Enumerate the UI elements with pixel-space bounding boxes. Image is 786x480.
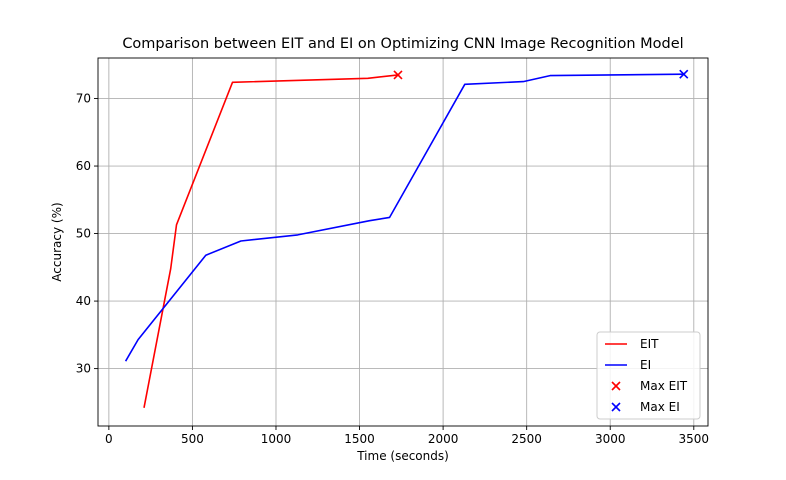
- legend: EIT EI Max EIT Max EI: [596, 331, 701, 420]
- legend-label: Max EI: [640, 400, 680, 414]
- y-tick-label: 60: [76, 159, 91, 173]
- series-line-eit: [143, 74, 399, 408]
- plot-frame: [97, 57, 709, 427]
- max-markers: [393, 69, 689, 80]
- marker-max-eit: [393, 70, 403, 80]
- series-line-ei: [124, 73, 684, 362]
- y-tick-label: 50: [76, 227, 91, 241]
- series-lines: [124, 73, 684, 408]
- legend-box: [596, 331, 701, 420]
- axis-ticks: 0 500 1000 1500 2000 2500 3000 3500 30 40 50 60 70: [76, 92, 709, 446]
- legend-label: EI: [640, 358, 651, 372]
- legend-swatch-max-ei: [611, 402, 621, 412]
- marker-max-ei: [679, 69, 689, 79]
- y-tick-label: 30: [76, 362, 91, 376]
- legend-label: EIT: [640, 337, 659, 351]
- x-axis-label: Time (seconds): [356, 449, 449, 463]
- y-tick-label: 40: [76, 294, 91, 308]
- x-tick-label: 500: [181, 432, 204, 446]
- legend-label: Max EIT: [640, 379, 688, 393]
- x-tick-label: 2500: [511, 432, 542, 446]
- x-tick-label: 3000: [595, 432, 626, 446]
- x-tick-label: 1500: [344, 432, 375, 446]
- legend-swatch-max-eit: [611, 381, 621, 391]
- chart-title: Comparison between EIT and EI on Optimiz…: [122, 36, 683, 52]
- x-tick-label: 0: [105, 432, 113, 446]
- y-tick-label: 70: [76, 92, 91, 106]
- y-axis-label: Accuracy (%): [50, 202, 64, 281]
- x-tick-label: 1000: [261, 432, 292, 446]
- x-tick-label: 2000: [428, 432, 459, 446]
- x-tick-label: 3500: [679, 432, 710, 446]
